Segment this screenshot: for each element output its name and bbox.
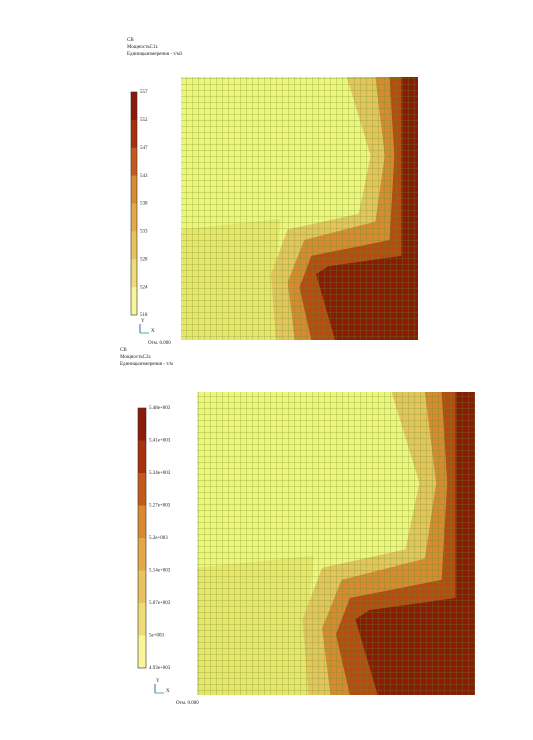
legend-swatch — [138, 635, 146, 669]
legend-swatch — [138, 473, 146, 506]
legend-swatch — [138, 440, 146, 474]
legend-label: 5.2e+003 — [149, 536, 168, 541]
legend-swatch — [138, 408, 146, 441]
legend-label: 518 — [140, 313, 148, 318]
heatmap-panel: CB МощностьC1z Единицыизмерения - т/м3 557 5… — [127, 38, 418, 346]
legend-swatch — [131, 147, 137, 176]
panel-subtitle: МощностьC2z — [120, 355, 151, 360]
legend-label: 5e+003 — [149, 634, 165, 639]
legend-swatch — [131, 175, 137, 204]
panel-title: CB — [120, 348, 127, 353]
axis-x-label: X — [151, 329, 155, 334]
legend-swatch — [131, 287, 137, 316]
legend-frame — [130, 91, 138, 316]
heatmap-panel: CB МощностьC2z Единицыизмерения - т/м 5.48e… — [120, 348, 475, 706]
axis-y-label: Y — [156, 679, 160, 684]
legend-swatch — [138, 538, 146, 571]
legend-swatch — [131, 259, 137, 288]
legend-label: 5.41e+003 — [149, 439, 171, 444]
legend-label: 528 — [140, 257, 148, 262]
legend-swatch — [131, 119, 137, 149]
legend-swatch — [131, 231, 137, 260]
legend-label: 5.07e+003 — [149, 601, 171, 606]
legend-label: 5.34e+003 — [149, 471, 171, 476]
elevation-label: Отм. 0.000 — [176, 701, 199, 706]
panel-subtitle: МощностьC1z — [127, 45, 158, 50]
legend-label: 538 — [140, 202, 148, 207]
legend-label: 557 — [140, 90, 148, 95]
panel-units: Единицыизмерения - т/м3 — [127, 52, 183, 57]
legend-label: 5.14e+003 — [149, 569, 171, 574]
axis-x-label: X — [166, 689, 170, 694]
legend-label: 4.93e+003 — [149, 666, 171, 671]
legend-swatch — [138, 505, 146, 539]
axis-y-label: Y — [141, 319, 145, 324]
panel-title: CB — [127, 38, 134, 43]
heatmap-grid — [197, 392, 475, 695]
legend-swatch — [131, 92, 137, 121]
legend-swatch — [138, 570, 146, 604]
panel-units: Единицыизмерения - т/м — [120, 362, 174, 367]
legend-label: 552 — [140, 118, 148, 123]
legend-label: 524 — [140, 285, 148, 290]
heatmap-grid — [181, 77, 418, 340]
legend-label: 5.48e+003 — [149, 406, 171, 411]
legend-label: 543 — [140, 174, 148, 179]
legend-swatch — [138, 603, 146, 636]
legend-frame — [137, 407, 147, 669]
legend-label: 533 — [140, 230, 148, 235]
legend-swatch — [131, 203, 137, 232]
legend-label: 5.27e+003 — [149, 504, 171, 509]
legend-label: 547 — [140, 146, 148, 151]
elevation-label: Отм. 0.000 — [148, 341, 171, 346]
